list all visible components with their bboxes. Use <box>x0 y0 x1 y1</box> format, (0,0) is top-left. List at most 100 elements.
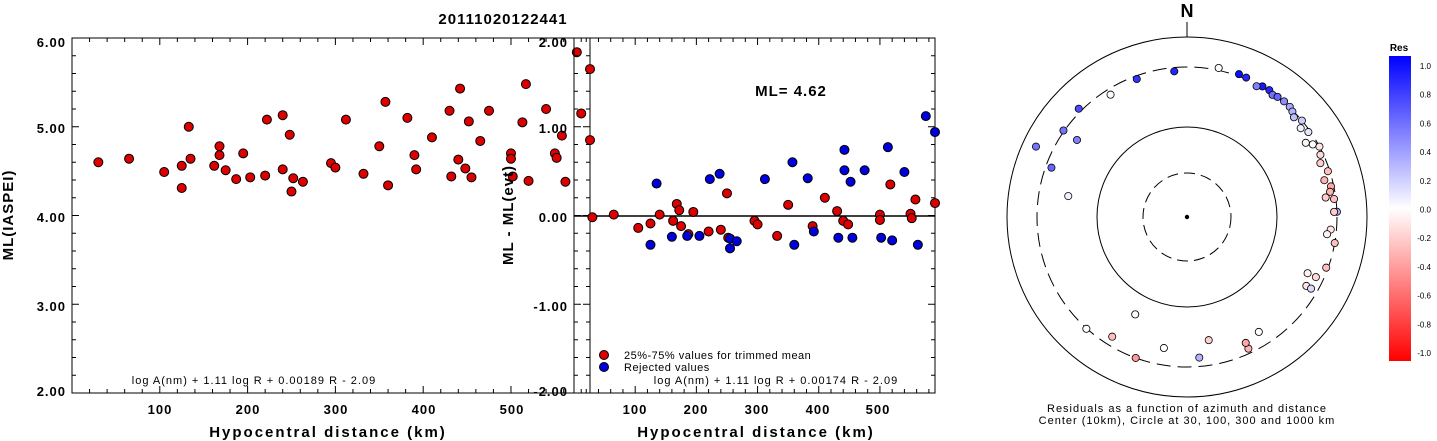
trimmed-point <box>715 224 726 235</box>
rejected-point <box>731 236 742 247</box>
chart1-y-tick-labels: 2.00 3.00 4.00 5.00 6.00 <box>37 35 66 399</box>
chart1-x-tick-label: 100 <box>148 402 173 417</box>
data-point <box>124 153 135 164</box>
trimmed-point <box>668 215 679 226</box>
station-residual-marker <box>1059 126 1068 135</box>
station-residual-marker <box>1170 67 1179 76</box>
data-point <box>358 168 369 179</box>
trimmed-point <box>676 221 687 232</box>
chart1-y-tick-label: 5.00 <box>37 121 66 136</box>
rejected-point <box>887 235 898 246</box>
station-residual-marker <box>1159 344 1168 353</box>
station-residual-marker <box>1296 124 1305 133</box>
data-point <box>460 163 471 174</box>
station-residual-marker <box>1323 167 1332 176</box>
station-residual-marker <box>1320 176 1329 185</box>
colorbar-tick-label: 0.8 <box>1420 91 1432 100</box>
chart-ml-iaspei: 2.00 3.00 4.00 5.00 6.00 100 200 300 400… <box>0 35 595 441</box>
data-point <box>277 110 288 121</box>
map-circle-100km <box>1096 126 1278 308</box>
station-residual-marker <box>1307 284 1316 293</box>
colorbar-tick-label: 0.4 <box>1420 148 1432 157</box>
rejected-point <box>714 168 725 179</box>
data-point <box>245 172 256 183</box>
station-residual-marker <box>1242 73 1251 82</box>
colorbar-tick-label: -0.2 <box>1417 234 1431 243</box>
station-residual-marker <box>1280 97 1289 106</box>
chart1-x-tick-label: 300 <box>324 402 349 417</box>
chart2-points <box>587 111 940 254</box>
data-point <box>551 152 562 163</box>
data-point <box>517 117 528 128</box>
chart2-x-axis-label: Hypocentral distance (km) <box>637 424 875 441</box>
map-points <box>1031 63 1341 362</box>
rejected-point <box>833 232 844 243</box>
trimmed-point <box>783 199 794 210</box>
colorbar-title: Res <box>1390 43 1409 54</box>
rejected-point <box>802 173 813 184</box>
rejected-point <box>645 239 656 250</box>
map-circle-300km <box>1036 66 1338 368</box>
residual-colorbar: Res 1.0 0.8 0.6 0.4 0.2 0.0 -0.2 -0.4 -0.6 -0.8 -1… <box>1389 43 1432 361</box>
rejected-point <box>859 165 870 176</box>
chart1-y-tick-label: 3.00 <box>37 299 66 314</box>
station-residual-marker <box>1316 159 1325 168</box>
data-point <box>214 141 225 152</box>
data-point <box>523 175 534 186</box>
rejected-point <box>682 230 693 241</box>
data-point <box>444 105 455 116</box>
chart1-formula: log A(nm) + 1.11 log R + 0.00189 R - 2.0… <box>132 375 376 387</box>
data-point <box>463 116 474 127</box>
trimmed-point <box>906 213 917 224</box>
trimmed-point <box>930 198 940 209</box>
station-residual-marker <box>1132 75 1141 84</box>
chart1-y-tick-label: 4.00 <box>37 210 66 225</box>
trimmed-point <box>587 212 598 223</box>
chart2-y-tick-label: 1.00 <box>539 121 568 136</box>
station-residual-marker <box>1297 116 1306 125</box>
chart2-y-axis-label: ML - ML(evt) <box>500 165 517 265</box>
station-residual-marker <box>1289 113 1298 122</box>
station-residual-marker <box>1254 327 1263 336</box>
trimmed-point <box>819 192 830 203</box>
station-residual-marker <box>1047 163 1056 172</box>
chart2-ml-annotation: ML= 4.62 <box>755 83 827 100</box>
station-residual-marker <box>1330 194 1339 203</box>
chart2-y-tick-label: -2.00 <box>533 384 568 399</box>
station-residual-marker <box>1315 142 1324 151</box>
station-residual-marker <box>1082 324 1091 333</box>
data-point <box>176 160 187 171</box>
data-point <box>185 153 196 164</box>
rejected-point <box>930 127 940 138</box>
rejected-point <box>704 174 715 185</box>
station-residual-marker <box>1311 273 1320 282</box>
legend-marker-trimmed <box>599 350 609 360</box>
map-caption-line2: Center (10km), Circle at 30, 100, 300 an… <box>1039 415 1336 427</box>
chart1-x-tick-label: 500 <box>500 402 525 417</box>
data-point <box>475 135 486 146</box>
data-point <box>330 162 341 173</box>
rejected-point <box>666 231 677 242</box>
data-point <box>453 154 464 165</box>
colorbar-tick-label: 0.6 <box>1420 119 1432 128</box>
station-residual-marker <box>1108 332 1117 341</box>
chart1-y-tick-label: 2.00 <box>37 384 66 399</box>
data-point <box>220 165 231 176</box>
rejected-point <box>847 232 858 243</box>
rejected-point <box>759 174 770 185</box>
rejected-point <box>789 239 800 250</box>
station-residual-marker <box>1131 310 1140 319</box>
figure-title: 20111020122441 <box>438 11 567 28</box>
chart2-y-tick-labels: -2.00 -1.00 0.00 1.00 2.00 <box>533 35 568 399</box>
data-point <box>286 186 297 197</box>
data-point <box>374 141 385 152</box>
data-point <box>585 64 595 75</box>
trimmed-point <box>633 222 644 233</box>
data-point <box>93 157 104 168</box>
station-residual-marker <box>1064 192 1073 201</box>
data-point <box>571 47 582 58</box>
map-center-dot <box>1184 214 1190 220</box>
data-point <box>261 114 272 125</box>
station-residual-marker <box>1308 140 1317 149</box>
